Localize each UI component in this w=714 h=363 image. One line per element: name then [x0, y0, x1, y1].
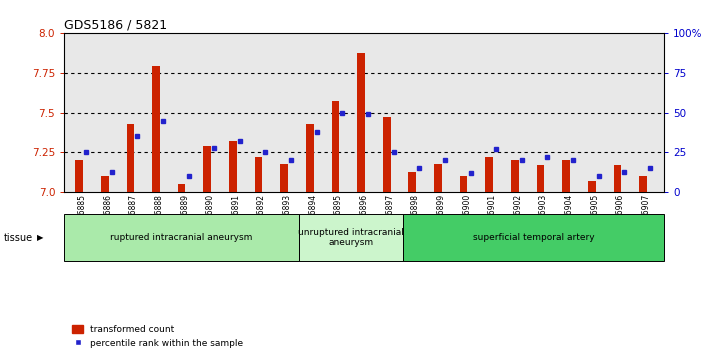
Bar [126, 124, 134, 192]
Text: tissue: tissue [4, 233, 33, 243]
Bar [511, 160, 518, 192]
Bar [357, 53, 365, 192]
Bar [203, 146, 211, 192]
Text: ▶: ▶ [37, 233, 44, 242]
Bar [460, 176, 468, 192]
Text: GDS5186 / 5821: GDS5186 / 5821 [64, 18, 167, 31]
Bar [588, 181, 595, 192]
Bar [486, 157, 493, 192]
Bar [537, 165, 544, 192]
Bar [562, 160, 570, 192]
Bar [229, 141, 237, 192]
Bar [613, 165, 621, 192]
Bar [434, 164, 442, 192]
Text: superficial temporal artery: superficial temporal artery [473, 233, 595, 242]
Bar [255, 157, 262, 192]
Bar [75, 160, 83, 192]
Bar [101, 176, 109, 192]
Bar [383, 117, 391, 192]
Bar [639, 176, 647, 192]
Bar [281, 164, 288, 192]
Text: ruptured intracranial aneurysm: ruptured intracranial aneurysm [111, 233, 253, 242]
Bar [152, 66, 160, 192]
Legend: transformed count, percentile rank within the sample: transformed count, percentile rank withi… [69, 322, 247, 351]
Text: unruptured intracranial
aneurysm: unruptured intracranial aneurysm [298, 228, 404, 248]
Bar [178, 184, 186, 192]
Bar [408, 172, 416, 192]
Bar [331, 101, 339, 192]
Bar [306, 124, 313, 192]
